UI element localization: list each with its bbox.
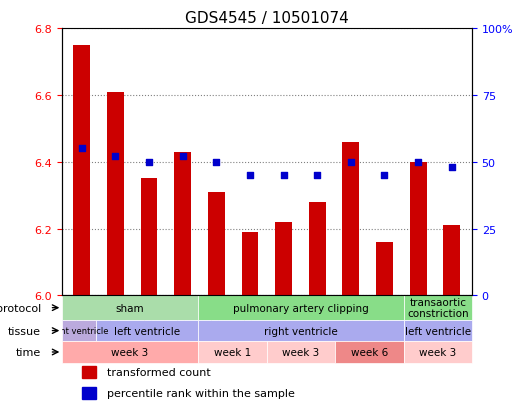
Text: transformed count: transformed count xyxy=(107,368,210,377)
Text: time: time xyxy=(16,347,41,357)
FancyBboxPatch shape xyxy=(404,296,472,320)
Text: week 6: week 6 xyxy=(351,347,388,357)
Bar xyxy=(82,387,96,399)
FancyBboxPatch shape xyxy=(62,320,96,342)
Text: percentile rank within the sample: percentile rank within the sample xyxy=(107,389,294,399)
Text: tissue: tissue xyxy=(8,326,41,336)
Text: left ventricle: left ventricle xyxy=(114,326,180,336)
FancyBboxPatch shape xyxy=(199,342,267,363)
Text: week 3: week 3 xyxy=(111,347,149,357)
Bar xyxy=(208,192,225,296)
FancyBboxPatch shape xyxy=(335,342,404,363)
Bar xyxy=(107,92,124,296)
FancyBboxPatch shape xyxy=(96,320,199,342)
Point xyxy=(179,154,187,160)
Bar xyxy=(376,242,393,296)
Text: protocol: protocol xyxy=(0,303,41,313)
Bar xyxy=(174,152,191,296)
Title: GDS4545 / 10501074: GDS4545 / 10501074 xyxy=(185,12,349,26)
FancyBboxPatch shape xyxy=(62,296,199,320)
Bar xyxy=(309,202,326,296)
Point xyxy=(381,172,389,179)
Point xyxy=(414,159,422,166)
Text: pulmonary artery clipping: pulmonary artery clipping xyxy=(233,303,369,313)
FancyBboxPatch shape xyxy=(267,342,335,363)
Point xyxy=(77,146,86,152)
Bar xyxy=(410,162,426,296)
Bar xyxy=(443,225,460,296)
Bar xyxy=(275,222,292,296)
Point xyxy=(111,154,120,160)
Text: week 1: week 1 xyxy=(214,347,251,357)
Bar xyxy=(73,45,90,296)
Point xyxy=(313,172,321,179)
Bar xyxy=(141,179,157,296)
Bar xyxy=(82,366,96,378)
FancyBboxPatch shape xyxy=(404,320,472,342)
Text: week 3: week 3 xyxy=(419,347,457,357)
Text: left ventricle: left ventricle xyxy=(405,326,471,336)
Text: right ventricle: right ventricle xyxy=(264,326,338,336)
FancyBboxPatch shape xyxy=(199,320,404,342)
Bar xyxy=(242,233,259,296)
Point xyxy=(145,159,153,166)
Point xyxy=(448,164,456,171)
Text: transaortic
constriction: transaortic constriction xyxy=(407,297,468,319)
Point xyxy=(246,172,254,179)
Point xyxy=(280,172,288,179)
Point xyxy=(347,159,355,166)
Text: week 3: week 3 xyxy=(282,347,320,357)
Text: sham: sham xyxy=(115,303,144,313)
Text: right ventricle: right ventricle xyxy=(49,326,108,335)
FancyBboxPatch shape xyxy=(404,342,472,363)
FancyBboxPatch shape xyxy=(199,296,404,320)
FancyBboxPatch shape xyxy=(62,342,199,363)
Bar xyxy=(343,142,359,296)
Point xyxy=(212,159,221,166)
